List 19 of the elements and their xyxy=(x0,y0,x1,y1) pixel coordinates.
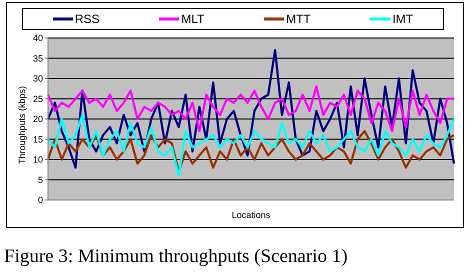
legend-label: RSS xyxy=(74,11,100,28)
x-axis-title: Locations xyxy=(232,210,271,220)
y-tick-label: 35 xyxy=(32,53,43,64)
y-tick-label: 15 xyxy=(32,134,43,144)
y-tick-label: 25 xyxy=(32,94,43,104)
y-tick-label: 20 xyxy=(32,114,43,124)
line-series xyxy=(46,114,456,177)
line-series xyxy=(46,49,456,169)
caption: Figure 3: Minimum throughputs (Scenario 1) xyxy=(4,246,348,268)
legend-label: MLT xyxy=(181,11,204,28)
y-tick-label: 5 xyxy=(38,174,43,185)
y-axis-title: Throughputs (kbps) xyxy=(17,86,28,164)
y-tick-label: 0 xyxy=(38,195,43,206)
y-tick-label: 40 xyxy=(32,33,43,44)
line-series xyxy=(46,86,456,132)
y-tick-label: 10 xyxy=(32,154,43,165)
y-tick-label: 30 xyxy=(32,74,43,84)
legend-label: IMT xyxy=(392,11,414,28)
legend-label: MTT xyxy=(286,11,311,28)
